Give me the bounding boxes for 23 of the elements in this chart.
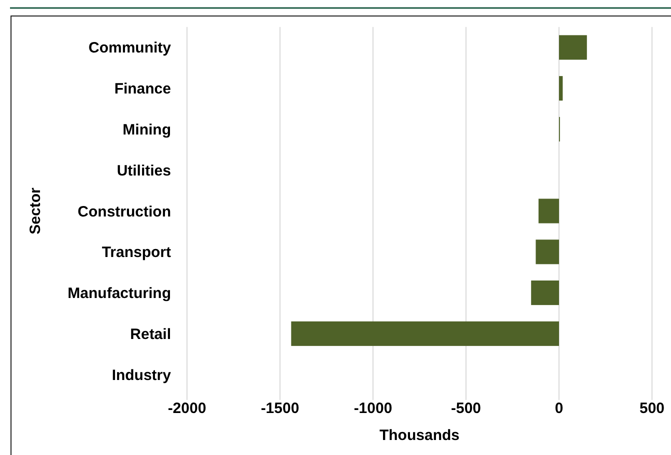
bar bbox=[559, 35, 587, 60]
x-tick-label: 0 bbox=[554, 400, 564, 417]
y-tick-label: Utilities bbox=[116, 162, 171, 180]
y-tick-label: Industry bbox=[112, 366, 172, 384]
bar bbox=[536, 240, 559, 264]
x-axis-title: Thousands bbox=[379, 427, 460, 444]
y-tick-label: Manufacturing bbox=[68, 285, 171, 302]
x-tick-label: 500 bbox=[639, 400, 665, 417]
y-axis-title: Sector bbox=[27, 187, 44, 234]
y-tick-label: Mining bbox=[122, 121, 171, 138]
bar bbox=[291, 321, 559, 346]
y-tick-label: Retail bbox=[130, 326, 171, 343]
x-tick-label: -1500 bbox=[260, 400, 300, 417]
y-tick-label: Transport bbox=[102, 244, 171, 262]
y-tick-label: Construction bbox=[78, 203, 171, 220]
x-tick-label: -1000 bbox=[354, 400, 392, 417]
bar bbox=[538, 198, 559, 224]
bar bbox=[531, 280, 559, 306]
y-tick-label: Community bbox=[88, 40, 172, 57]
x-tick-label: -500 bbox=[450, 400, 482, 417]
x-tick-label: -2000 bbox=[168, 400, 206, 417]
bar bbox=[559, 76, 563, 101]
y-tick-label: Finance bbox=[114, 80, 171, 98]
